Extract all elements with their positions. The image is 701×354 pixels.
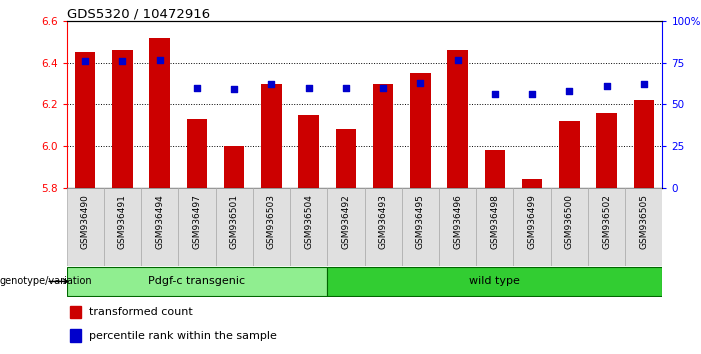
Bar	[402, 188, 439, 266]
Bar	[447, 50, 468, 188]
Bar	[215, 188, 253, 266]
Point	[191, 85, 203, 91]
Text: GSM936490: GSM936490	[81, 194, 90, 249]
Bar	[439, 188, 476, 266]
Bar	[299, 115, 319, 188]
Point	[526, 92, 538, 97]
Point	[303, 85, 314, 91]
Point	[340, 85, 351, 91]
Bar	[327, 188, 365, 266]
Bar	[597, 113, 617, 188]
Bar	[484, 150, 505, 188]
Bar	[104, 188, 141, 266]
Point	[638, 82, 649, 87]
Bar	[224, 146, 245, 188]
Text: GSM936491: GSM936491	[118, 194, 127, 249]
Point	[601, 83, 612, 89]
Point	[229, 87, 240, 92]
Point	[154, 57, 165, 62]
Text: GSM936500: GSM936500	[565, 194, 574, 249]
Point	[489, 92, 501, 97]
Point	[564, 88, 575, 94]
Point	[378, 85, 389, 91]
Text: GSM936493: GSM936493	[379, 194, 388, 249]
Point	[80, 58, 91, 64]
Bar	[476, 188, 513, 266]
Point	[117, 58, 128, 64]
Bar	[141, 188, 178, 266]
Text: GSM936499: GSM936499	[528, 194, 536, 249]
Text: GSM936497: GSM936497	[193, 194, 201, 249]
Point	[415, 80, 426, 86]
Bar	[336, 129, 356, 188]
Text: GDS5320 / 10472916: GDS5320 / 10472916	[67, 7, 210, 20]
Point	[452, 57, 463, 62]
Bar	[513, 188, 551, 266]
Text: GSM936494: GSM936494	[155, 194, 164, 249]
Text: GSM936501: GSM936501	[230, 194, 238, 249]
Text: GSM936496: GSM936496	[453, 194, 462, 249]
Bar	[186, 119, 207, 188]
Text: GSM936504: GSM936504	[304, 194, 313, 249]
Bar	[410, 73, 430, 188]
Bar	[178, 188, 216, 266]
Bar	[67, 188, 104, 266]
Bar	[373, 84, 393, 188]
Bar	[634, 100, 654, 188]
Bar	[70, 306, 81, 318]
Bar	[522, 179, 543, 188]
Bar	[112, 50, 132, 188]
Text: transformed count: transformed count	[90, 307, 193, 317]
Bar	[365, 188, 402, 266]
Text: percentile rank within the sample: percentile rank within the sample	[90, 331, 278, 341]
Bar	[67, 267, 327, 296]
Text: GSM936502: GSM936502	[602, 194, 611, 249]
Text: wild type: wild type	[470, 276, 520, 286]
Text: genotype/variation: genotype/variation	[0, 276, 93, 286]
Text: GSM936503: GSM936503	[267, 194, 276, 249]
Text: GSM936498: GSM936498	[491, 194, 499, 249]
Bar	[261, 84, 282, 188]
Bar	[327, 267, 662, 296]
Text: GSM936492: GSM936492	[341, 194, 350, 249]
Point	[266, 82, 277, 87]
Bar	[70, 330, 81, 342]
Text: GSM936505: GSM936505	[639, 194, 648, 249]
Bar	[149, 38, 170, 188]
Bar	[588, 188, 625, 266]
Bar	[253, 188, 290, 266]
Bar	[75, 52, 95, 188]
Bar	[625, 188, 662, 266]
Text: GSM936495: GSM936495	[416, 194, 425, 249]
Bar	[290, 188, 327, 266]
Text: Pdgf-c transgenic: Pdgf-c transgenic	[149, 276, 245, 286]
Bar	[559, 121, 580, 188]
Bar	[551, 188, 588, 266]
